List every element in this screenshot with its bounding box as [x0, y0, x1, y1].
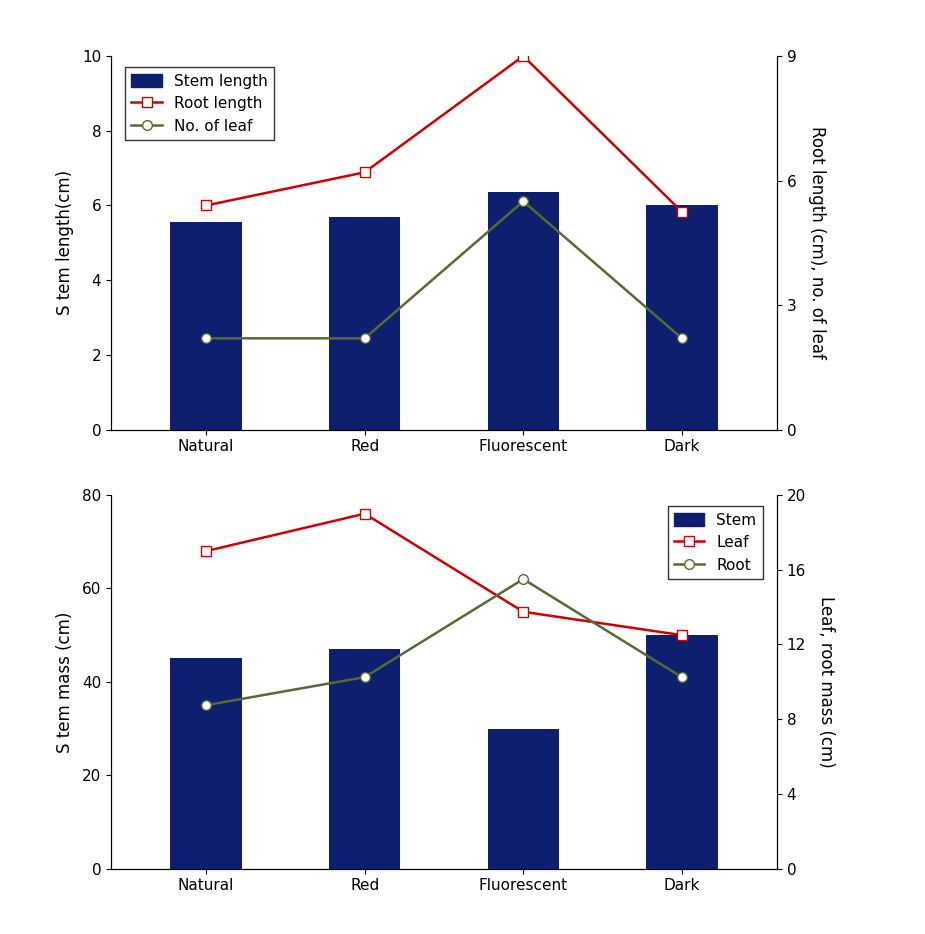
Bar: [170, 222, 241, 430]
Bar: [647, 205, 718, 430]
Y-axis label: Root length (cm), no. of leaf: Root length (cm), no. of leaf: [808, 126, 826, 360]
Y-axis label: Leaf, root mass (cm): Leaf, root mass (cm): [817, 596, 835, 768]
Y-axis label: S tem length(cm): S tem length(cm): [56, 170, 74, 316]
Bar: [487, 729, 559, 869]
Bar: [487, 192, 559, 430]
Bar: [329, 649, 401, 869]
Bar: [329, 217, 401, 430]
Legend: Stem, Leaf, Root: Stem, Leaf, Root: [668, 506, 763, 579]
Y-axis label: S tem mass (cm): S tem mass (cm): [56, 611, 74, 753]
Bar: [170, 658, 241, 869]
Legend: Stem length, Root length, No. of leaf: Stem length, Root length, No. of leaf: [125, 67, 274, 140]
Bar: [647, 635, 718, 869]
